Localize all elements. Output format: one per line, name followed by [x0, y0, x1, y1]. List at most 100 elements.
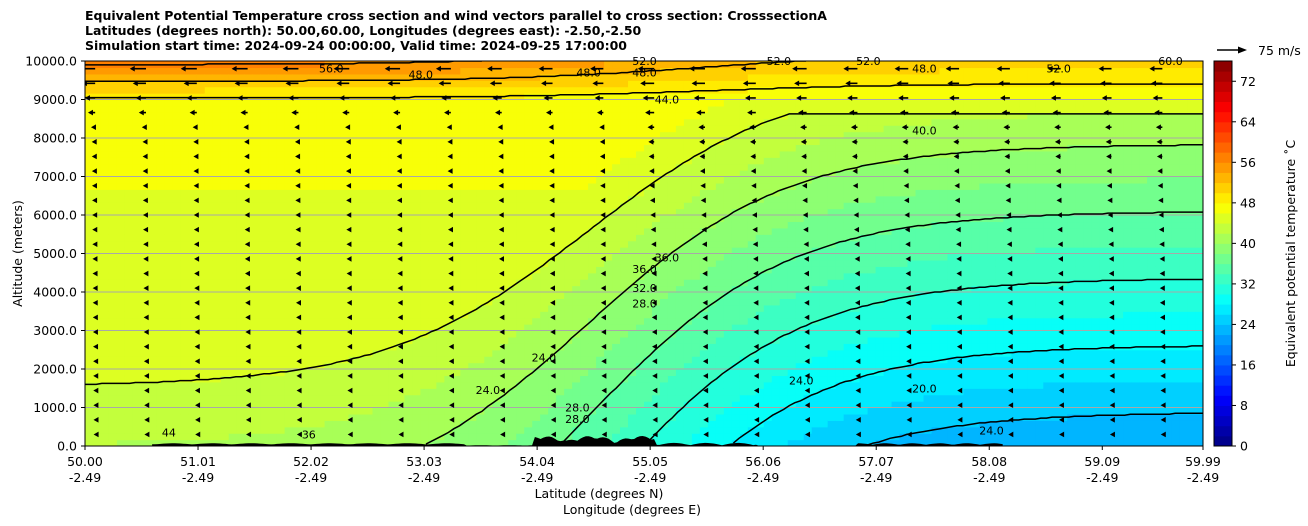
field-cell [260, 253, 270, 261]
field-cell [308, 426, 318, 434]
field-cell [691, 73, 701, 81]
field-cell [340, 375, 350, 383]
field-cell [644, 362, 653, 370]
field-cell [204, 99, 214, 107]
field-cell [188, 349, 198, 357]
field-cell [715, 163, 725, 171]
field-cell [516, 61, 525, 69]
field-cell [500, 234, 509, 242]
field-cell [140, 304, 150, 312]
field-cell [620, 67, 629, 75]
field-cell [404, 131, 414, 139]
field-cell [292, 163, 302, 171]
field-cell [484, 131, 493, 139]
field-cell [356, 388, 366, 396]
field-cell [228, 240, 238, 248]
field-cell [188, 138, 198, 146]
field-cell [715, 157, 725, 165]
field-cell [620, 324, 629, 332]
field-cell [412, 131, 421, 139]
field-cell [548, 202, 557, 210]
field-cell [723, 112, 733, 120]
field-cell [92, 439, 102, 446]
field-cell [340, 439, 350, 446]
field-cell [468, 304, 477, 312]
field-cell [356, 292, 366, 300]
field-cell [723, 99, 733, 107]
field-cell [308, 227, 318, 235]
field-cell [292, 105, 302, 113]
field-cell [356, 93, 366, 101]
field-cell [220, 413, 230, 421]
field-cell [292, 259, 302, 267]
field-cell [628, 279, 637, 287]
field-cell [356, 99, 366, 107]
field-cell [420, 394, 429, 402]
field-cell [372, 163, 382, 171]
field-cell [428, 234, 437, 242]
field-cell [252, 388, 262, 396]
field-cell [380, 73, 390, 81]
field-cell [228, 292, 238, 300]
field-cell [292, 253, 302, 261]
field-cell [460, 182, 469, 190]
field-cell [220, 304, 230, 312]
field-cell [180, 150, 190, 158]
field-cell [564, 240, 573, 248]
field-cell [300, 131, 310, 139]
field-cell [683, 240, 693, 248]
field-cell [667, 157, 677, 165]
field-cell [436, 247, 445, 255]
field-cell [572, 234, 581, 242]
field-cell [420, 170, 429, 178]
field-cell [156, 80, 166, 88]
field-cell [747, 362, 757, 370]
field-cell [612, 182, 621, 190]
field-cell [380, 234, 390, 242]
field-cell [444, 317, 453, 325]
field-cell [564, 221, 573, 229]
field-cell [524, 304, 533, 312]
field-cell [468, 73, 477, 81]
field-cell [675, 208, 685, 216]
field-cell [460, 170, 469, 178]
field-cell [540, 202, 549, 210]
field-cell [644, 420, 653, 428]
field-cell [244, 208, 254, 216]
field-cell [356, 247, 366, 255]
field-cell [731, 349, 741, 357]
field-cell [228, 330, 238, 338]
field-cell [444, 304, 453, 312]
field-cell [667, 394, 677, 402]
field-cell [444, 279, 453, 287]
field-cell [436, 401, 445, 409]
field-cell [444, 176, 453, 184]
field-cell [244, 80, 254, 88]
field-cell [132, 182, 142, 190]
field-cell [516, 163, 525, 171]
field-cell [460, 131, 469, 139]
field-cell [332, 93, 342, 101]
field-cell [236, 189, 246, 197]
field-cell [140, 356, 150, 364]
field-cell [636, 240, 645, 248]
field-cell [468, 157, 477, 165]
field-cell [284, 369, 294, 377]
field-cell [220, 266, 230, 274]
field-cell [572, 67, 581, 75]
field-cell [436, 259, 445, 267]
field-cell [572, 189, 581, 197]
field-cell [588, 426, 597, 434]
field-cell [468, 247, 477, 255]
field-cell [252, 279, 262, 287]
field-cell [372, 157, 382, 165]
field-cell [85, 356, 94, 364]
field-cell [212, 298, 222, 306]
field-cell [484, 112, 493, 120]
field-cell [508, 208, 517, 216]
field-cell [715, 215, 725, 223]
field-cell [644, 105, 653, 113]
field-cell [124, 163, 134, 171]
field-cell [604, 73, 613, 81]
field-cell [596, 272, 605, 280]
